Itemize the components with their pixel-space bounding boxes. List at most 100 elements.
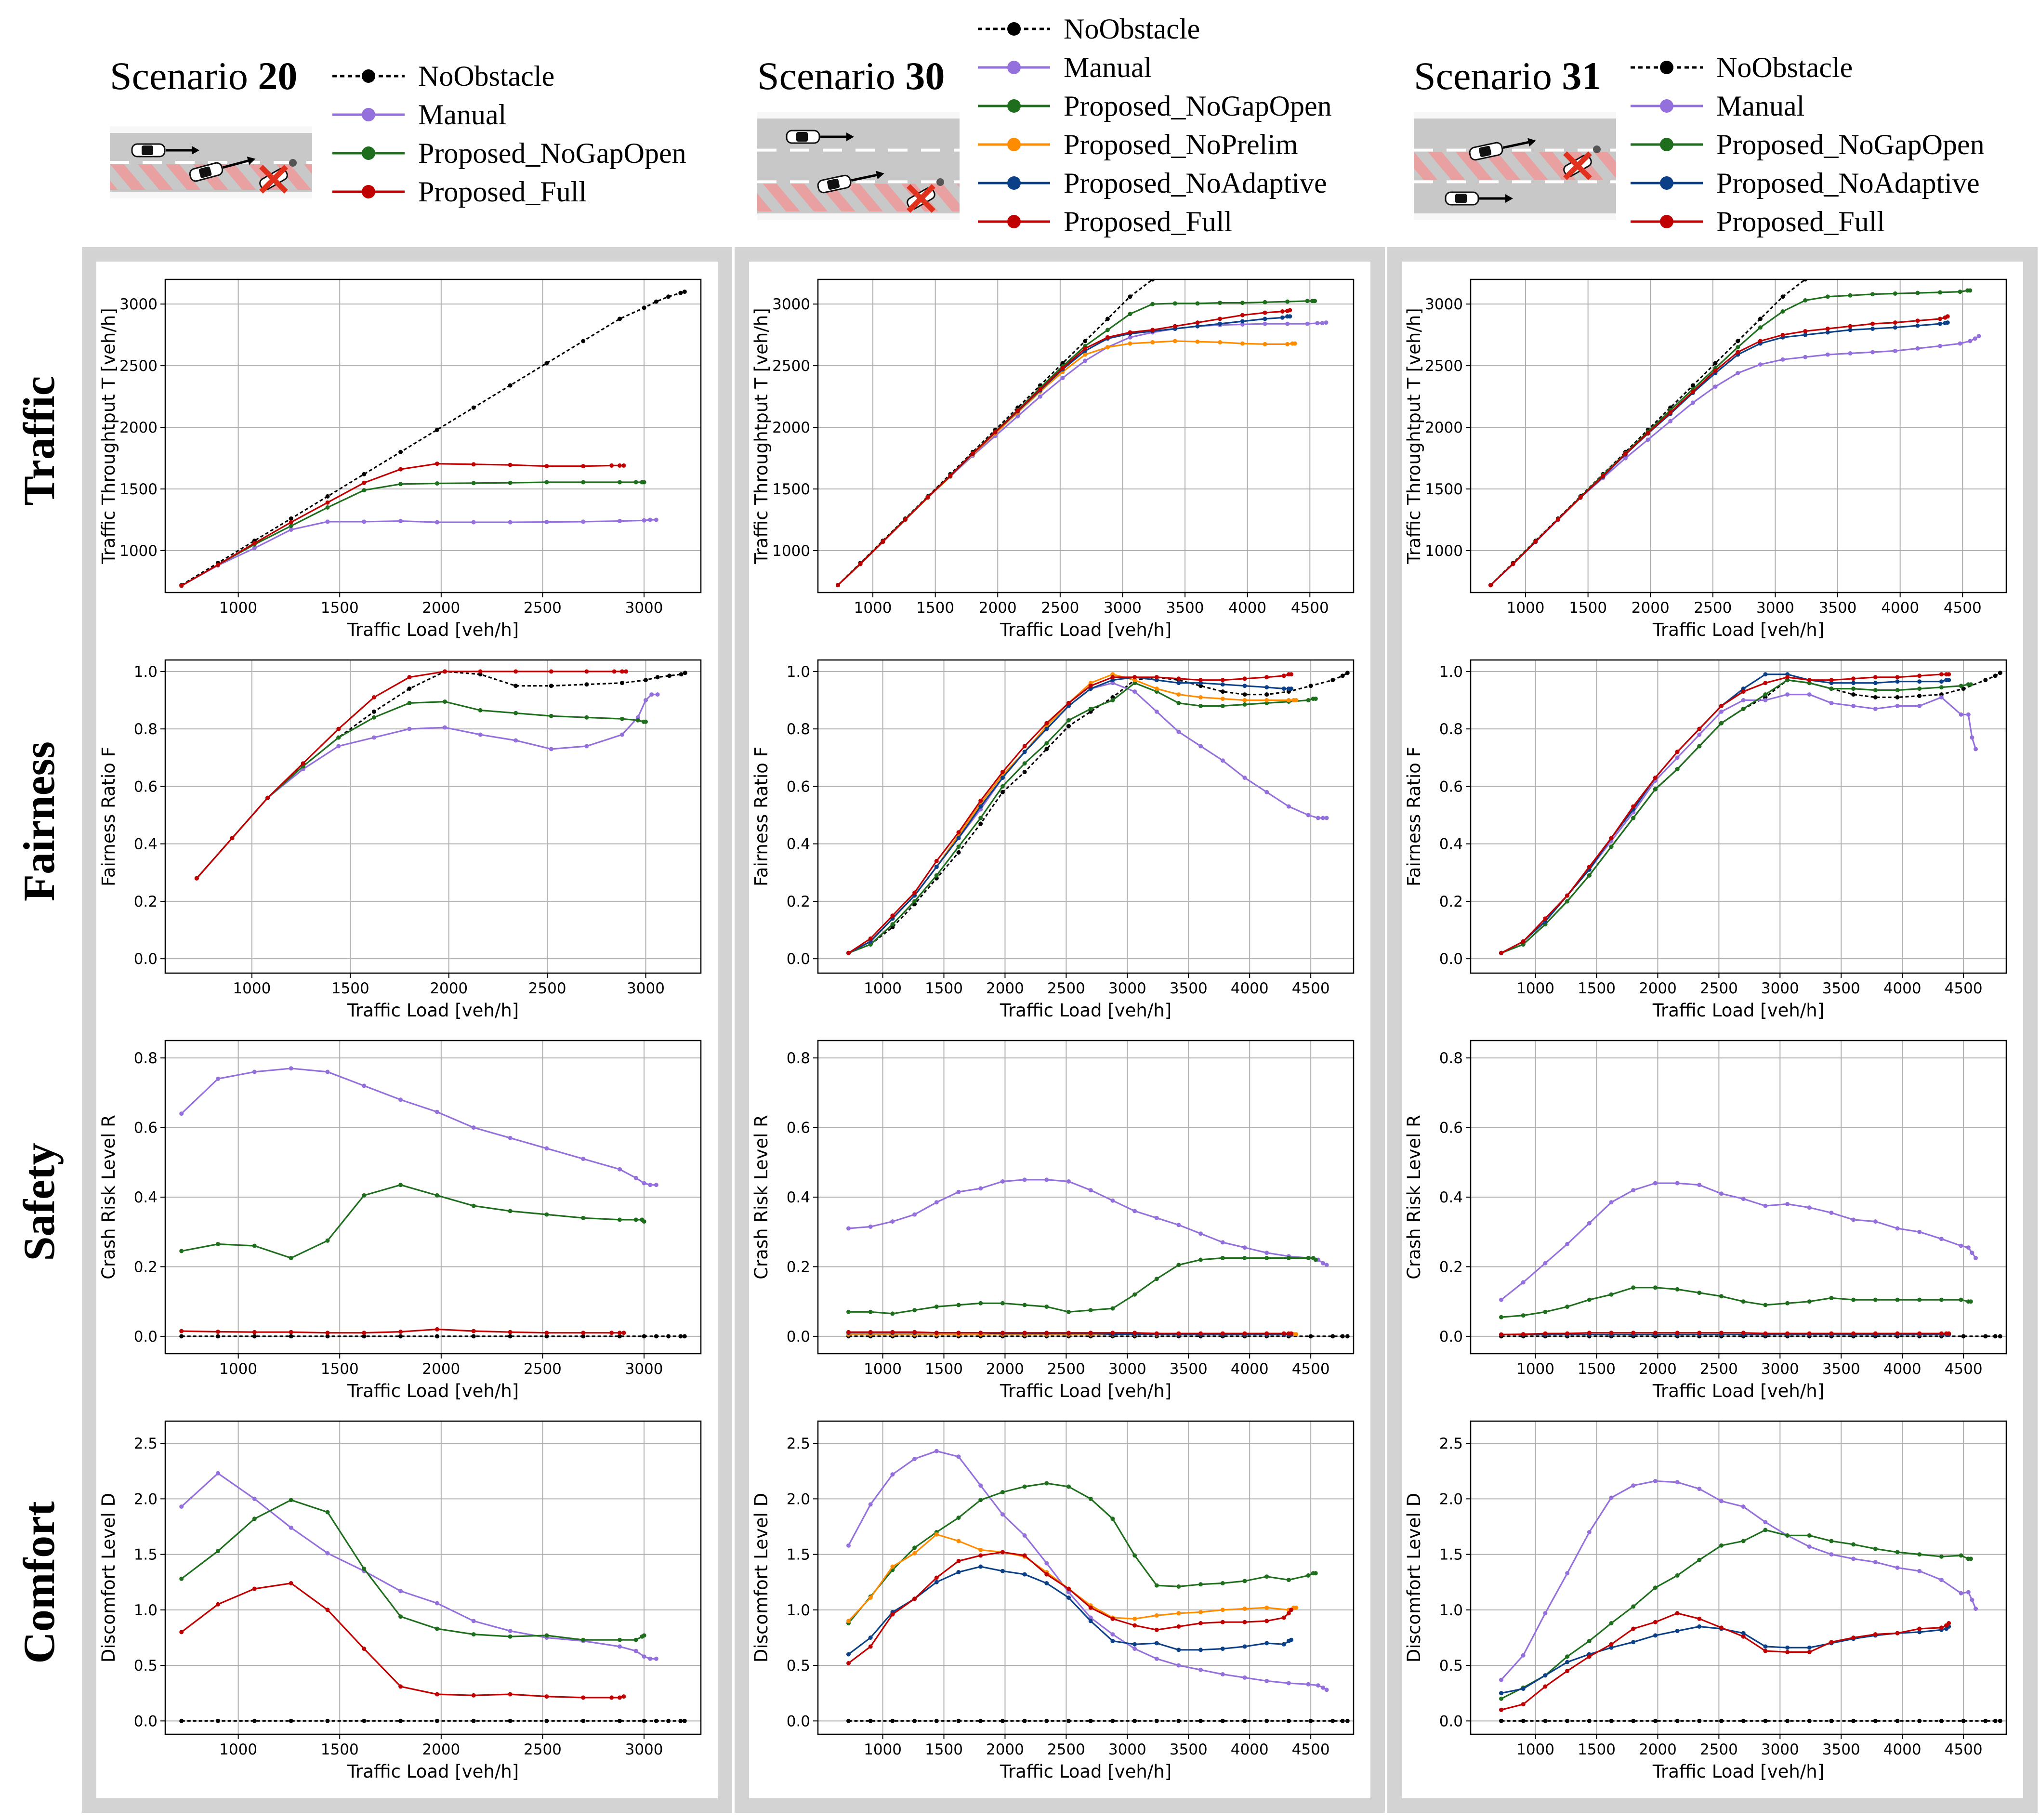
x-tick-label: 3000 — [625, 1360, 663, 1378]
data-point-Proposed_NoGapOpen — [434, 481, 439, 486]
crash-obstacle-icon — [1563, 145, 1601, 180]
data-point-NoObstacle — [1780, 294, 1785, 299]
y-tick-label: 0.2 — [134, 893, 158, 910]
data-point-Proposed_NoPrelim — [1294, 698, 1299, 702]
x-axis-label: Traffic Load [veh/h] — [347, 1761, 519, 1782]
data-point-Proposed_NoAdaptive — [1281, 686, 1286, 691]
data-point-Proposed_Full — [1543, 1331, 1548, 1336]
data-point-Manual — [1066, 1179, 1071, 1184]
legend-label-NoObstacle: NoObstacle — [418, 60, 554, 92]
data-point-Manual — [325, 1069, 330, 1074]
data-point-Proposed_NoGapOpen — [1968, 1556, 1973, 1561]
data-point-Manual — [1220, 758, 1225, 763]
data-point-NoObstacle — [1286, 1718, 1291, 1723]
data-point-NoObstacle — [581, 1718, 586, 1723]
car-icon — [817, 171, 884, 194]
data-point-Proposed_NoGapOpen — [1609, 1292, 1614, 1297]
data-point-Proposed_NoGapOpen — [1499, 1315, 1503, 1319]
y-tick-label: 1500 — [772, 481, 810, 498]
data-point-Proposed_NoGapOpen — [1968, 1299, 1973, 1304]
data-point-Proposed_NoAdaptive — [1697, 1624, 1702, 1629]
data-point-Proposed_Full — [934, 1331, 939, 1335]
x-axis-label: Traffic Load [veh/h] — [1652, 1381, 1824, 1401]
data-point-Proposed_NoAdaptive — [846, 1652, 851, 1657]
data-point-Manual — [179, 1111, 184, 1116]
data-point-Proposed_NoGapOpen — [633, 1637, 638, 1642]
data-point-Proposed_Full — [1154, 675, 1159, 680]
x-tick-label: 1500 — [321, 1741, 359, 1758]
y-tick-label: 0.6 — [134, 1120, 158, 1137]
crash-x-stroke — [1563, 151, 1592, 180]
data-point-Manual — [1324, 816, 1329, 820]
data-point-Proposed_NoGapOpen — [1785, 1533, 1790, 1538]
data-point-Proposed_Full — [1675, 750, 1680, 754]
data-point-Proposed_Full — [612, 669, 617, 674]
x-tick-label: 1000 — [1516, 1360, 1554, 1378]
data-point-Manual — [1829, 1552, 1834, 1557]
data-point-NoObstacle — [216, 1718, 220, 1723]
data-point-NoObstacle — [682, 1718, 687, 1723]
scenario-road-diagram-20 — [110, 126, 312, 198]
data-point-Manual — [1668, 419, 1673, 423]
data-point-Proposed_NoGapOpen — [584, 715, 589, 720]
data-point-Proposed_Full — [1893, 320, 1897, 325]
legend-label-Proposed_Full: Proposed_Full — [1064, 206, 1232, 237]
data-point-Proposed_NoGapOpen — [1066, 1309, 1071, 1314]
x-tick-label: 1500 — [321, 599, 359, 617]
data-point-Manual — [1807, 1205, 1812, 1210]
x-axis-label: Traffic Load [veh/h] — [1000, 1381, 1171, 1401]
data-point-Proposed_NoGapOpen — [1741, 1299, 1746, 1304]
data-point-Manual — [1044, 1177, 1049, 1182]
data-point-Proposed_NoGapOpen — [1044, 741, 1049, 746]
data-point-Manual — [1264, 1251, 1269, 1255]
chart-traffic-scenario-31: 1000 1500 2000 2500 3000 3500 4000 4500 1000 1500… — [1404, 278, 2007, 640]
data-point-Proposed_NoAdaptive — [1565, 1660, 1570, 1664]
data-point-Proposed_Full — [434, 462, 439, 466]
data-point-Manual — [1154, 1215, 1159, 1220]
data-point-Proposed_Full — [544, 1331, 549, 1335]
data-point-Proposed_Full — [1176, 1624, 1181, 1629]
data-point-NoObstacle — [682, 1334, 687, 1339]
data-point-Proposed_Full — [289, 520, 293, 525]
y-tick-label: 1.0 — [134, 663, 158, 681]
x-tick-label: 1000 — [219, 1741, 257, 1758]
data-point-Manual — [1915, 346, 1920, 351]
x-tick-label: 1000 — [1516, 980, 1554, 997]
data-point-Proposed_NoAdaptive — [1044, 726, 1049, 731]
y-tick-label: 2.0 — [134, 1490, 158, 1508]
data-point-Proposed_NoGapOpen — [978, 816, 983, 820]
y-tick-label: 0.6 — [1439, 778, 1463, 795]
data-point-Proposed_NoGapOpen — [1736, 345, 1740, 350]
x-tick-label: 3000 — [1108, 1741, 1146, 1758]
data-point-Proposed_NoGapOpen — [1313, 1257, 1318, 1262]
legend-scenario-31: NoObstacle Manual Proposed_NoGapOpen Propos… — [1631, 52, 1985, 237]
data-point-Proposed_NoGapOpen — [1242, 702, 1247, 707]
data-point-Manual — [1966, 1245, 1971, 1250]
data-point-Proposed_NoGapOpen — [362, 1193, 367, 1198]
data-point-Manual — [1973, 336, 1977, 341]
x-tick-label: 1500 — [925, 1360, 963, 1378]
data-point-Manual — [1959, 1591, 1963, 1596]
crash-x-stroke — [259, 165, 288, 194]
x-tick-label: 3500 — [1170, 980, 1208, 997]
data-point-Proposed_Full — [1697, 1331, 1702, 1335]
data-point-Proposed_Full — [620, 669, 624, 674]
data-point-Manual — [1848, 351, 1853, 356]
data-point-Proposed_NoGapOpen — [1088, 706, 1093, 711]
data-point-Proposed_Full — [1803, 329, 1808, 333]
data-point-Manual — [648, 517, 653, 522]
data-point-Proposed_Full — [216, 1602, 220, 1607]
x-tick-label: 4500 — [1292, 980, 1330, 997]
y-tick-label: 0.0 — [134, 1713, 158, 1730]
data-point-Proposed_Full — [179, 583, 184, 588]
data-point-Proposed_NoGapOpen — [1022, 1484, 1027, 1489]
data-point-NoObstacle — [398, 1334, 403, 1339]
data-point-Proposed_Full — [1690, 389, 1695, 394]
data-point-Proposed_NoAdaptive — [1609, 1645, 1614, 1650]
data-point-Manual — [1780, 357, 1785, 362]
data-point-Proposed_Full — [1172, 324, 1177, 329]
data-point-Proposed_Full — [1154, 1627, 1159, 1632]
data-point-NoObstacle — [1176, 1718, 1181, 1723]
data-point-Proposed_Full — [1631, 1331, 1636, 1335]
data-point-Manual — [434, 1601, 439, 1606]
